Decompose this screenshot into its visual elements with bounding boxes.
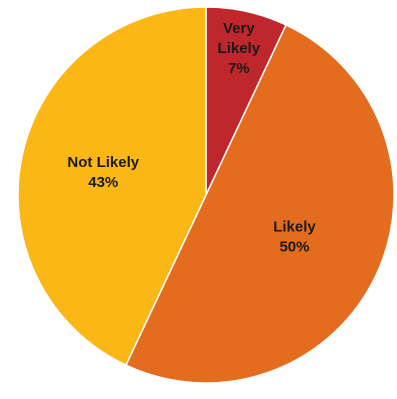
- pie-category-label: Likely: [273, 219, 316, 236]
- pie-label-not-likely: Not Likely 43%: [67, 154, 139, 191]
- pie-value-label: 43%: [88, 174, 118, 191]
- pie-category-label: Likely: [218, 40, 261, 57]
- pie-labels: Very Likely 7% Likely 50% Not Likely 43%: [67, 20, 316, 255]
- pie-slice-likely: [124, 23, 395, 384]
- pie-category-label: Very: [223, 20, 255, 37]
- pie-label-very-likely: Very Likely 7%: [218, 20, 261, 77]
- pie-category-label: Not Likely: [67, 154, 139, 171]
- pie-value-label: 7%: [228, 60, 250, 77]
- pie-slice-not-likely: [17, 6, 207, 367]
- pie-value-label: 50%: [279, 239, 309, 256]
- pie-slices: [17, 6, 395, 384]
- pie-label-likely: Likely 50%: [273, 219, 316, 256]
